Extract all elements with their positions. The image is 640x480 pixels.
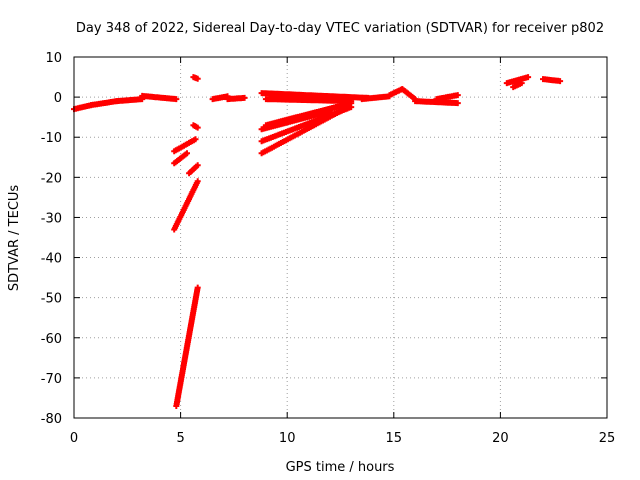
data-segment <box>186 162 201 177</box>
y-tick-label: -70 <box>41 372 62 387</box>
y-tick-label: -50 <box>41 292 62 307</box>
series-sdtvar <box>71 74 564 409</box>
data-segment <box>224 94 248 103</box>
y-tick-label: 0 <box>54 91 62 106</box>
tick-layer <box>73 56 608 419</box>
y-tick-label: 10 <box>45 51 62 66</box>
x-tick-label: 15 <box>386 431 403 446</box>
y-tick-label: -40 <box>41 252 62 267</box>
data-segment <box>358 93 393 103</box>
data-segment <box>190 74 201 82</box>
x-tick-label: 10 <box>279 431 296 446</box>
data-layer <box>71 74 564 409</box>
x-axis-label: GPS time / hours <box>286 460 395 475</box>
data-segment <box>503 74 532 87</box>
data-segment <box>412 98 461 107</box>
y-tick-label: -80 <box>41 412 62 427</box>
x-tick-label: 20 <box>492 431 509 446</box>
data-segment <box>510 80 525 91</box>
y-tick-label: -30 <box>41 211 62 226</box>
data-segment <box>258 108 333 133</box>
label-layer: 0 5 10 15 20 25 10 0 -10 -20 -30 -40 -50 -60 -70 -80 <box>41 51 616 446</box>
data-segment <box>399 86 419 103</box>
x-tick-label: 0 <box>70 431 78 446</box>
data-segment <box>433 92 461 103</box>
data-segment <box>540 76 564 85</box>
y-axis-label: SDTVAR / TECUs <box>7 185 22 292</box>
data-segment <box>262 96 355 105</box>
plot-frame <box>73 56 608 419</box>
chart-title: Day 348 of 2022, Sidereal Day-to-day VTE… <box>76 21 604 36</box>
data-segment <box>258 90 372 101</box>
data-segment <box>171 150 190 167</box>
y-tick-label: -20 <box>41 171 62 186</box>
data-segment <box>171 178 201 233</box>
y-tick-label: -60 <box>41 332 62 347</box>
data-segment <box>190 122 201 131</box>
data-segment <box>171 136 199 155</box>
data-segment <box>173 284 201 409</box>
x-tick-label: 25 <box>599 431 616 446</box>
data-segment <box>139 92 180 103</box>
x-tick-label: 5 <box>176 431 184 446</box>
y-tick-label: -10 <box>41 131 62 146</box>
data-segment <box>113 96 146 105</box>
data-segment <box>258 108 344 157</box>
